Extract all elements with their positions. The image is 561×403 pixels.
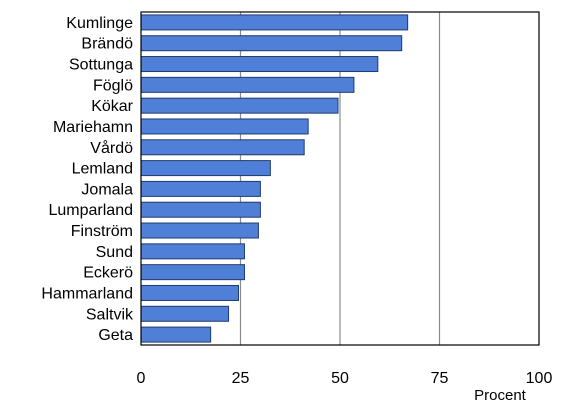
x-axis-label: Procent: [474, 387, 527, 403]
bar-sund: [140, 243, 245, 260]
x-tick-labels: 0 25 50 75 100: [137, 370, 553, 387]
category-label: Kökar: [91, 98, 133, 115]
category-label: Geta: [98, 327, 133, 344]
plot-frame: [140, 11, 540, 346]
bar-geta: [140, 326, 212, 343]
x-tick-label: 0: [137, 370, 146, 387]
bar-finstr-m: [140, 222, 259, 239]
bar-k-kar: [140, 97, 339, 114]
bar-f-gl-: [140, 76, 355, 93]
category-label: Brändö: [81, 36, 133, 53]
bar-ecker-: [140, 264, 245, 281]
bar-kumlinge: [140, 14, 409, 31]
x-tick-label: 75: [431, 370, 449, 387]
bar-lumparland: [140, 201, 261, 218]
bar-mariehamn: [140, 118, 309, 135]
category-label: Jomala: [81, 181, 133, 198]
category-label: Vårdö: [90, 139, 133, 157]
bar-sottunga: [140, 56, 379, 73]
bar-v-rd-: [140, 139, 305, 156]
bar-hammarland: [140, 284, 240, 301]
bars: [140, 14, 409, 343]
category-label: Hammarland: [41, 285, 133, 302]
category-label: Sottunga: [69, 57, 133, 74]
category-label: Eckerö: [83, 265, 133, 282]
category-label: Saltvik: [86, 306, 134, 323]
x-tick-label: 50: [331, 370, 349, 387]
bar-jomala: [140, 180, 261, 197]
x-tick-label: 100: [526, 370, 553, 387]
category-label: Mariehamn: [53, 119, 133, 136]
category-label: Finström: [71, 223, 133, 240]
x-tick-label: 25: [232, 370, 250, 387]
category-label: Kumlinge: [66, 15, 133, 32]
bar-br-nd-: [140, 35, 403, 52]
category-label: Lumparland: [49, 202, 134, 219]
category-label: Lemland: [72, 161, 133, 178]
bar-saltvik: [140, 305, 230, 322]
bar-lemland: [140, 160, 271, 177]
category-labels: Kumlinge Brändö Sottunga Föglö Kökar Marieham…: [41, 15, 134, 344]
category-label: Föglö: [93, 77, 133, 94]
category-label: Sund: [96, 244, 133, 261]
